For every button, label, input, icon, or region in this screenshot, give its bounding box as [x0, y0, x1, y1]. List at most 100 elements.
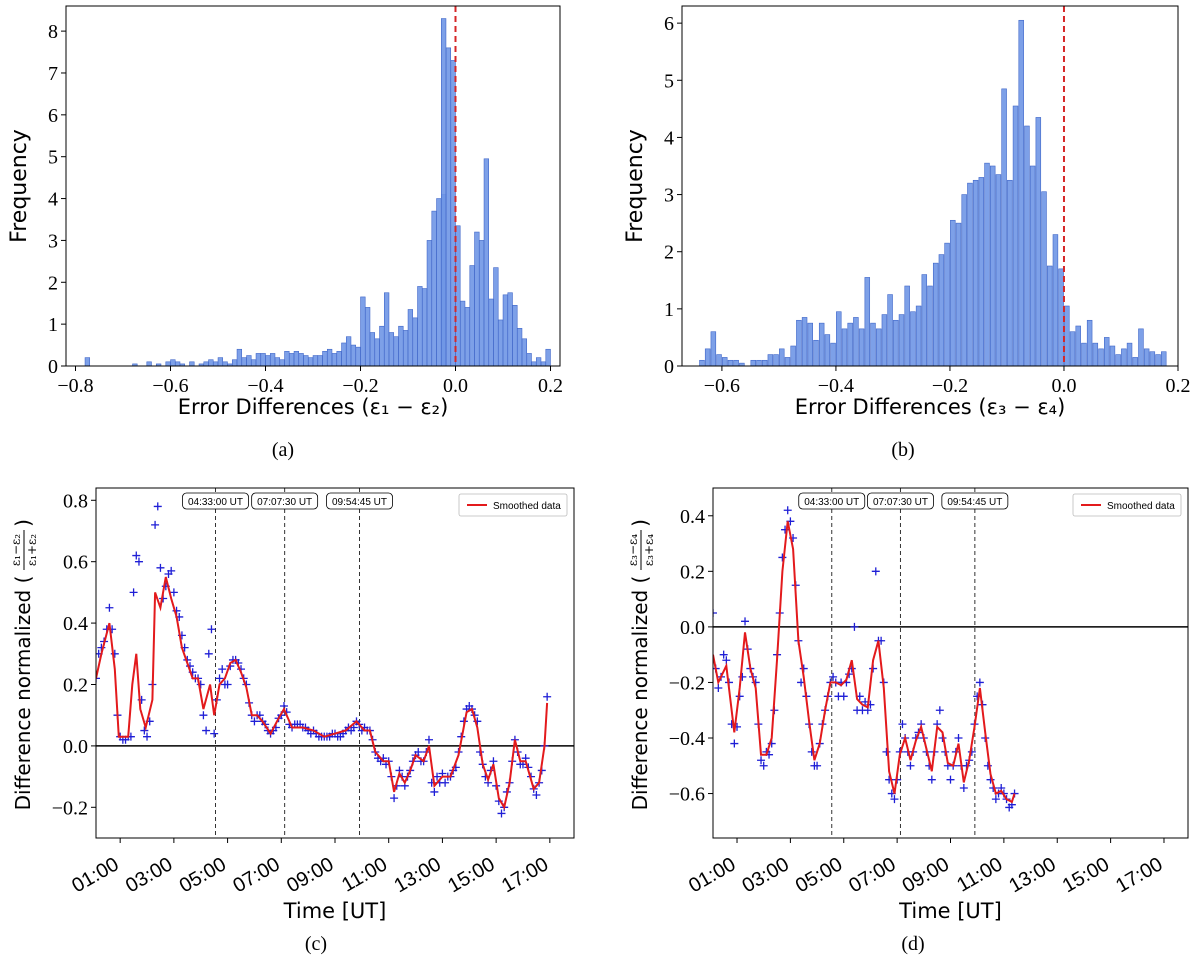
- data-point: [424, 735, 433, 744]
- data-point: [730, 739, 739, 748]
- histogram-bar: [383, 292, 390, 366]
- histogram-bar: [255, 353, 262, 366]
- histogram-bar: [995, 174, 1002, 366]
- histogram-bar: [189, 361, 195, 366]
- event-label: 07:07:30 UT: [873, 497, 928, 508]
- data-point: [991, 795, 1000, 804]
- x-tick-label: 01:00: [68, 853, 122, 897]
- y-axis-label: Frequency: [7, 129, 32, 243]
- data-point: [134, 557, 143, 566]
- histogram-bar: [369, 332, 376, 366]
- histogram-bar: [393, 336, 399, 366]
- histogram-bar: [870, 322, 876, 366]
- panel-caption: (b): [891, 439, 914, 461]
- histogram-bar: [756, 359, 762, 366]
- y-axis-fraction-denominator: ε₁+ε₂: [25, 534, 39, 566]
- histogram-bar: [779, 348, 785, 366]
- data-point: [807, 747, 816, 756]
- legend-label: Smoothed data: [1107, 501, 1175, 512]
- histogram-bar: [1138, 328, 1144, 366]
- data-point: [935, 706, 944, 715]
- data-point: [153, 502, 162, 511]
- y-tick-label: 0.2: [680, 561, 705, 583]
- histogram-bar: [1012, 105, 1019, 366]
- x-axis-label: Time [UT]: [283, 899, 387, 923]
- panel-caption: (a): [272, 439, 294, 461]
- histogram-bar: [478, 240, 485, 366]
- histogram-bar: [464, 307, 471, 366]
- data-point: [390, 794, 399, 803]
- data-point: [871, 567, 880, 576]
- histogram-bar: [1098, 348, 1104, 366]
- data-point: [433, 772, 442, 781]
- event-label-box: [867, 492, 934, 510]
- histogram-bar: [250, 359, 257, 366]
- histogram-bar: [1143, 348, 1150, 366]
- data-point: [719, 650, 728, 659]
- y-tick-label: 0.2: [63, 674, 88, 696]
- data-point: [430, 787, 439, 796]
- histogram-bar: [293, 351, 300, 366]
- x-tick-label: 11:00: [338, 853, 391, 896]
- histogram-bar: [927, 285, 933, 366]
- histogram-bar: [303, 355, 309, 366]
- panel-caption: (d): [901, 933, 924, 955]
- x-tick-label: 0.0: [1051, 375, 1076, 397]
- x-tick-label: 03:00: [739, 853, 793, 897]
- histogram-bar: [155, 363, 162, 366]
- histogram-bar: [269, 353, 276, 366]
- x-tick-label: 09:00: [283, 853, 337, 897]
- histogram-bar: [379, 325, 385, 366]
- y-tick-label: 0.4: [63, 613, 88, 635]
- histogram-bar: [497, 319, 504, 366]
- histogram-bar: [341, 342, 347, 366]
- data-point: [151, 520, 160, 529]
- histogram-bar: [836, 311, 842, 366]
- y-axis-label-close: ): [628, 519, 652, 527]
- y-tick-label: 0: [48, 356, 58, 378]
- histogram-bar: [1155, 354, 1161, 366]
- histogram-bar: [507, 292, 513, 366]
- smoothed-line: [96, 576, 549, 811]
- plot-area: [96, 488, 574, 838]
- data-point: [132, 551, 141, 560]
- histogram-bar: [412, 317, 418, 366]
- histogram-bar: [950, 219, 956, 366]
- y-tick-label: −0.2: [52, 797, 88, 819]
- histogram-bar: [431, 210, 437, 366]
- histogram-bar: [967, 182, 973, 366]
- x-tick-label: 17:00: [498, 853, 552, 897]
- histogram-bar: [274, 357, 281, 366]
- data-point: [983, 761, 992, 770]
- y-tick-label: 3: [48, 230, 58, 252]
- x-tick-label: 05:00: [176, 853, 230, 897]
- histogram-bar: [455, 225, 461, 366]
- histogram-bar: [474, 231, 480, 366]
- histogram-bar: [984, 162, 990, 366]
- y-tick-label: −0.2: [669, 672, 705, 694]
- data-point: [713, 609, 717, 617]
- histogram-bar: [307, 357, 314, 366]
- x-tick-label: −0.2: [932, 375, 968, 397]
- histogram-bar: [1064, 305, 1070, 366]
- x-tick-label: 17:00: [1112, 853, 1166, 897]
- data-point: [96, 674, 100, 683]
- histogram-bar: [360, 296, 366, 366]
- histogram-bar: [904, 285, 910, 366]
- data-point: [223, 680, 232, 689]
- data-point: [783, 506, 792, 515]
- histogram-bar: [388, 332, 395, 366]
- histogram-bar: [1041, 191, 1047, 366]
- histogram-bar: [132, 363, 138, 366]
- histogram-bar: [875, 328, 882, 366]
- histogram-bar: [727, 359, 734, 366]
- histogram-bar: [170, 359, 176, 366]
- data-point: [414, 748, 423, 757]
- histogram-bar: [217, 357, 224, 366]
- data-point: [890, 795, 899, 804]
- panel-c-timeseries: 04:33:00 UT 07:07:30 UT 09:54:45 UT Smoothe…: [9, 487, 575, 955]
- histogram-bar: [279, 359, 285, 366]
- data-point: [954, 734, 963, 742]
- histogram-bar: [436, 198, 442, 366]
- x-tick-label: 09:00: [899, 853, 953, 897]
